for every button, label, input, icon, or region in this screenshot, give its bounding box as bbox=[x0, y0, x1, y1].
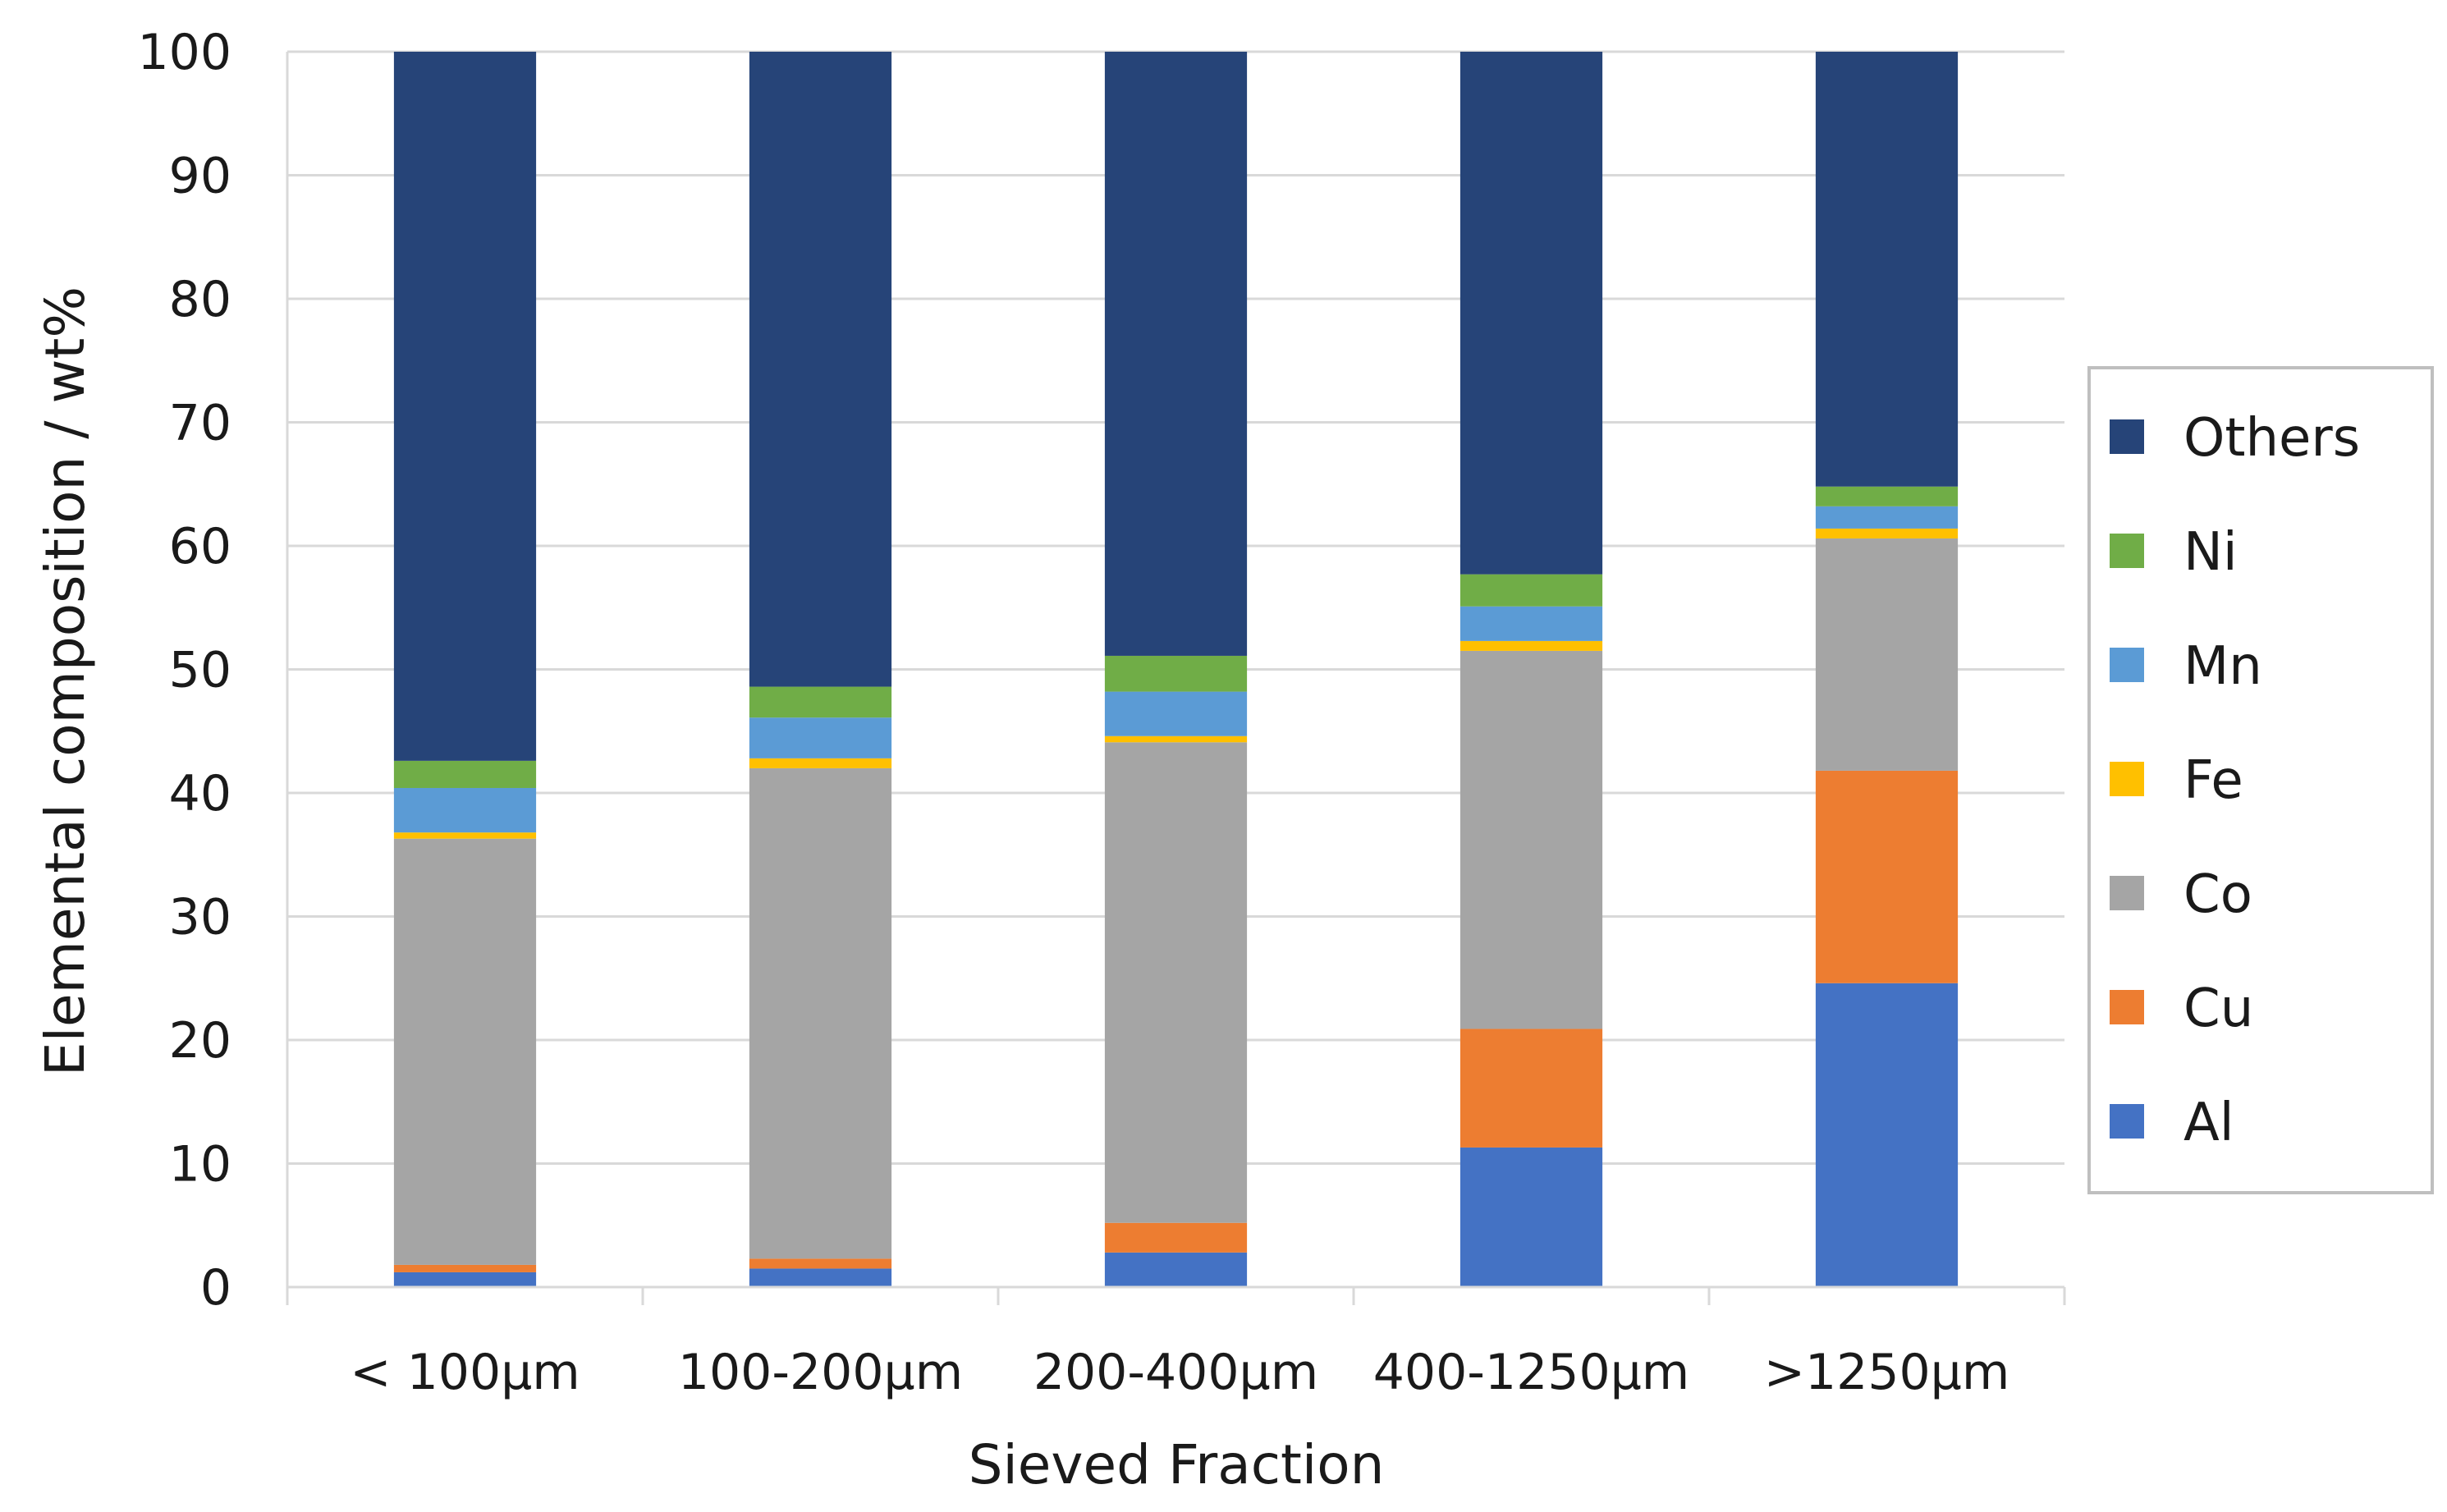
legend-swatch-al bbox=[2110, 1104, 2144, 1139]
bar-al-0 bbox=[393, 1271, 537, 1287]
y-tick-label-10: 10 bbox=[169, 1136, 231, 1194]
legend-swatch-mn bbox=[2110, 648, 2144, 682]
bar-others-1 bbox=[749, 52, 892, 687]
x-tick-label-2: 200-400µm bbox=[1033, 1344, 1318, 1401]
legend-label-al: Al bbox=[2184, 1093, 2234, 1153]
legend-label-mn: Mn bbox=[2184, 636, 2262, 697]
bar-ni-1 bbox=[749, 686, 892, 718]
bar-ni-4 bbox=[1815, 486, 1959, 506]
y-tick-label-60: 60 bbox=[169, 518, 231, 575]
y-tick-label-90: 90 bbox=[169, 148, 231, 205]
bar-others-0 bbox=[393, 52, 537, 761]
bar-fe-0 bbox=[393, 832, 537, 839]
bar-al-1 bbox=[749, 1268, 892, 1287]
bar-co-4 bbox=[1815, 538, 1959, 771]
legend-swatch-cu bbox=[2110, 990, 2144, 1024]
y-tick-label-40: 40 bbox=[169, 765, 231, 822]
legend-swatch-fe bbox=[2110, 762, 2144, 796]
legend-swatch-ni bbox=[2110, 534, 2144, 568]
legend-swatch-co bbox=[2110, 876, 2144, 910]
bar-co-3 bbox=[1459, 650, 1603, 1029]
bar-ni-0 bbox=[393, 760, 537, 788]
bar-fe-1 bbox=[749, 758, 892, 768]
bar-others-4 bbox=[1815, 52, 1959, 487]
bar-ni-3 bbox=[1459, 574, 1603, 607]
legend-label-others: Others bbox=[2184, 408, 2360, 469]
y-tick-label-0: 0 bbox=[200, 1259, 231, 1317]
y-tick-label-50: 50 bbox=[169, 642, 231, 699]
y-tick-label-20: 20 bbox=[169, 1012, 231, 1070]
legend-box bbox=[2087, 366, 2434, 1194]
legend-label-cu: Cu bbox=[2184, 978, 2253, 1039]
y-tick-label-70: 70 bbox=[169, 395, 231, 452]
bar-mn-4 bbox=[1815, 506, 1959, 529]
bar-ni-2 bbox=[1104, 655, 1248, 692]
x-axis-title: Sieved Fraction bbox=[969, 1433, 1385, 1496]
bar-cu-3 bbox=[1459, 1029, 1603, 1148]
x-tick-label-0: < 100µm bbox=[350, 1344, 580, 1401]
x-tick-label-1: 100-200µm bbox=[678, 1344, 963, 1401]
bar-fe-4 bbox=[1815, 528, 1959, 538]
bar-co-1 bbox=[749, 767, 892, 1259]
legend-label-fe: Fe bbox=[2184, 750, 2243, 811]
bar-mn-3 bbox=[1459, 606, 1603, 641]
x-tick-label-4: >1250µm bbox=[1764, 1344, 2010, 1401]
legend: Others Ni Mn Fe Co Cu Al bbox=[2087, 366, 2434, 1194]
bar-mn-0 bbox=[393, 787, 537, 833]
bar-others-3 bbox=[1459, 52, 1603, 575]
tick-labels: 0 10 20 30 40 50 60 70 80 90 100 < 100µm 100-200µm 20… bbox=[137, 24, 2009, 1401]
axes bbox=[286, 52, 2066, 1305]
bar-al-4 bbox=[1815, 983, 1959, 1287]
bar-cu-0 bbox=[393, 1264, 537, 1272]
bar-mn-2 bbox=[1104, 691, 1248, 736]
bar-co-0 bbox=[393, 838, 537, 1265]
bar-al-3 bbox=[1459, 1147, 1603, 1287]
bars bbox=[393, 52, 1959, 1287]
bar-mn-1 bbox=[749, 717, 892, 758]
bar-cu-2 bbox=[1104, 1222, 1248, 1253]
bar-cu-1 bbox=[749, 1258, 892, 1269]
legend-swatch-others bbox=[2110, 419, 2144, 454]
bar-others-2 bbox=[1104, 52, 1248, 656]
legend-label-ni: Ni bbox=[2184, 522, 2238, 583]
y-axis-title: Elemental composition / wt% bbox=[34, 286, 97, 1076]
x-tick-label-3: 400-1250µm bbox=[1373, 1344, 1690, 1401]
bar-fe-3 bbox=[1459, 640, 1603, 651]
bar-cu-4 bbox=[1815, 770, 1959, 983]
bar-al-2 bbox=[1104, 1252, 1248, 1287]
legend-label-co: Co bbox=[2184, 864, 2252, 925]
y-tick-label-100: 100 bbox=[137, 24, 231, 81]
bar-co-2 bbox=[1104, 742, 1248, 1223]
y-tick-label-30: 30 bbox=[169, 889, 231, 946]
bar-fe-2 bbox=[1104, 735, 1248, 743]
y-tick-label-80: 80 bbox=[169, 271, 231, 328]
